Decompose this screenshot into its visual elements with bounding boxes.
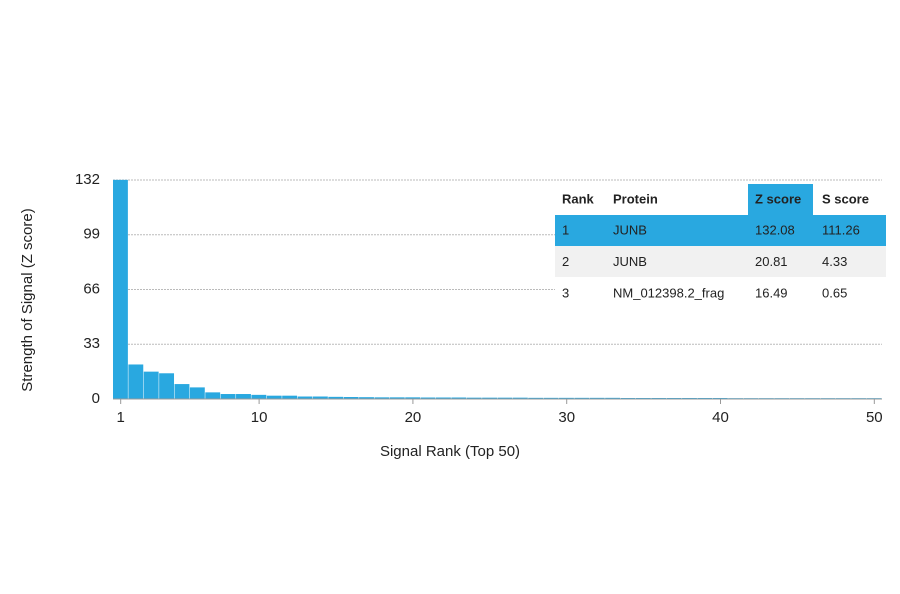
y-axis-label: Strength of Signal (Z score) bbox=[19, 208, 36, 391]
table-cell: 132.08 bbox=[755, 222, 795, 237]
bar bbox=[220, 394, 236, 399]
table-cell: 2 bbox=[562, 254, 569, 269]
bar bbox=[282, 395, 298, 399]
bar bbox=[389, 397, 405, 399]
table-header: S score bbox=[822, 191, 869, 206]
bar bbox=[482, 397, 497, 399]
table-cell: 16.49 bbox=[755, 285, 788, 300]
table-header: Protein bbox=[613, 191, 658, 206]
y-tick-label: 99 bbox=[83, 226, 100, 243]
bar bbox=[451, 397, 467, 399]
x-tick-label: 10 bbox=[251, 409, 268, 426]
bar bbox=[405, 397, 421, 399]
table: Rank Protein Z score S score 1 JUNB 132.08 111.… bbox=[555, 184, 886, 309]
table-cell: 3 bbox=[562, 285, 569, 300]
header-highlight bbox=[748, 184, 813, 215]
table-cell: 4.33 bbox=[822, 254, 847, 269]
bar bbox=[343, 397, 359, 399]
bar bbox=[113, 179, 128, 399]
x-tick-label: 1 bbox=[117, 409, 125, 426]
bar bbox=[374, 397, 390, 399]
bar bbox=[159, 373, 175, 399]
table-cell: JUNB bbox=[613, 222, 647, 237]
row-background bbox=[555, 246, 886, 277]
y-tick-label: 132 bbox=[75, 171, 100, 188]
y-tick-label: 0 bbox=[92, 390, 100, 407]
bar bbox=[328, 396, 344, 399]
x-axis-label: Signal Rank (Top 50) bbox=[380, 443, 520, 460]
x-tick-label: 50 bbox=[866, 409, 883, 426]
row-highlight bbox=[555, 215, 886, 246]
bar bbox=[205, 392, 221, 399]
table-cell: NM_012398.2_frag bbox=[613, 285, 724, 300]
x-tick-label: 20 bbox=[405, 409, 422, 426]
bar bbox=[189, 387, 205, 399]
bar bbox=[359, 397, 374, 399]
bar bbox=[128, 364, 144, 399]
table-cell: 0.65 bbox=[822, 285, 847, 300]
table-header: Z score bbox=[755, 191, 801, 206]
bar bbox=[420, 397, 436, 399]
bar bbox=[312, 396, 328, 399]
bar bbox=[251, 394, 267, 399]
x-tick-label: 40 bbox=[712, 409, 729, 426]
bar bbox=[497, 397, 513, 399]
bar bbox=[236, 394, 251, 399]
table-cell: 111.26 bbox=[822, 222, 860, 237]
bar bbox=[574, 397, 590, 399]
table-header: Rank bbox=[562, 191, 595, 206]
bar bbox=[543, 397, 559, 399]
x-tick-label: 30 bbox=[558, 409, 575, 426]
bar bbox=[605, 397, 621, 399]
bar bbox=[589, 397, 605, 399]
bar bbox=[559, 397, 574, 399]
bar bbox=[143, 371, 159, 399]
bar bbox=[174, 384, 190, 399]
bar bbox=[466, 397, 482, 399]
bar bbox=[266, 395, 282, 399]
bar bbox=[512, 397, 528, 399]
table-cell: 20.81 bbox=[755, 254, 788, 269]
y-tick-label: 66 bbox=[83, 280, 100, 297]
row-background bbox=[555, 277, 886, 309]
table-cell: 1 bbox=[562, 222, 569, 237]
bar bbox=[528, 397, 544, 399]
bar bbox=[435, 397, 451, 399]
bar bbox=[297, 396, 313, 399]
y-tick-label: 33 bbox=[83, 335, 100, 352]
table-cell: JUNB bbox=[613, 254, 647, 269]
